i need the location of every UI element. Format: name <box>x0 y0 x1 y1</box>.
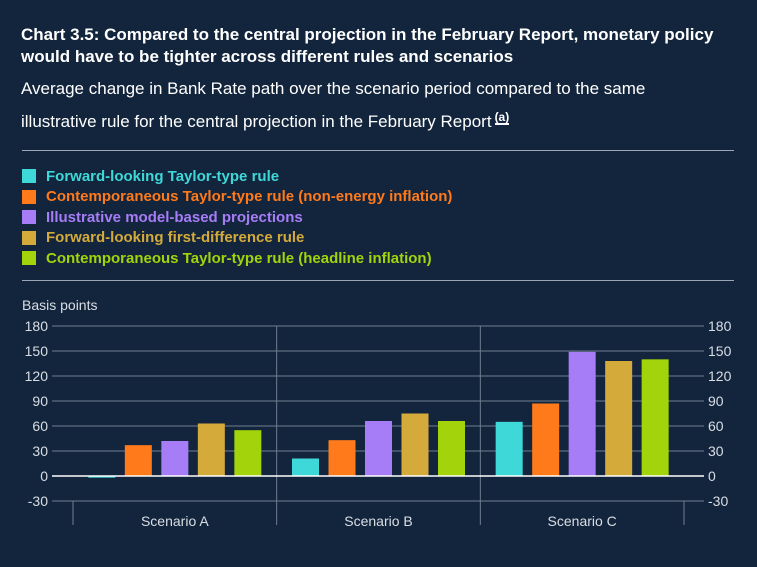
legend-item: Contemporaneous Taylor-type rule (headli… <box>22 248 452 269</box>
bar <box>495 421 523 476</box>
y-tick-label-right: 60 <box>708 418 724 434</box>
y-tick-label-right: 150 <box>708 343 732 359</box>
legend-label: Forward-looking first-difference rule <box>46 229 305 247</box>
legend-label: Contemporaneous Taylor-type rule (headli… <box>46 249 432 267</box>
y-tick-label-right: -30 <box>708 493 728 509</box>
bar <box>532 403 560 476</box>
chart-title: Chart 3.5: Compared to the central proje… <box>21 25 714 66</box>
legend-swatch <box>22 210 36 225</box>
bar <box>124 445 152 476</box>
footnote-marker[interactable]: (a) <box>494 110 510 125</box>
subtitle-text: Average change in Bank Rate path over th… <box>21 79 646 131</box>
y-tick-label-left: 180 <box>25 318 49 334</box>
y-tick-label-left: 150 <box>25 343 49 359</box>
bar <box>365 421 392 476</box>
legend-swatch <box>22 251 36 266</box>
y-tick-label-right: 180 <box>708 318 732 334</box>
legend-swatch <box>22 230 36 245</box>
y-tick-label-left: 90 <box>32 393 48 409</box>
bar <box>234 430 262 476</box>
y-tick-label-left: 60 <box>32 418 48 434</box>
legend-label: Forward-looking Taylor-type rule <box>46 167 280 185</box>
divider-top <box>22 150 734 151</box>
bar <box>161 441 189 476</box>
y-axis-label: Basis points <box>22 297 97 313</box>
category-label: Scenario B <box>344 513 412 529</box>
y-tick-label-right: 90 <box>708 393 724 409</box>
y-tick-label-left: -30 <box>28 493 48 509</box>
bar <box>401 413 429 476</box>
legend-swatch <box>22 169 36 184</box>
bar <box>605 361 633 476</box>
legend-item: Illustrative model-based projections <box>22 207 452 228</box>
legend-item: Contemporaneous Taylor-type rule (non-en… <box>22 187 452 208</box>
bar <box>641 359 669 476</box>
bar <box>88 476 116 478</box>
bar <box>197 423 225 476</box>
legend-item: Forward-looking first-difference rule <box>22 228 452 249</box>
category-label: Scenario A <box>141 513 209 529</box>
y-tick-label-left: 120 <box>25 368 49 384</box>
legend: Forward-looking Taylor-type rule Contemp… <box>22 166 452 269</box>
bar <box>438 421 465 476</box>
y-tick-label-left: 30 <box>32 443 48 459</box>
bar <box>568 351 596 476</box>
y-tick-label-right: 120 <box>708 368 732 384</box>
legend-item: Forward-looking Taylor-type rule <box>22 166 452 187</box>
legend-label: Contemporaneous Taylor-type rule (non-en… <box>46 188 453 206</box>
divider-bottom <box>22 280 734 281</box>
bar <box>292 458 319 476</box>
y-tick-label-right: 30 <box>708 443 724 459</box>
chart-subtitle: Average change in Bank Rate path over th… <box>21 72 721 138</box>
legend-swatch <box>22 189 36 204</box>
y-tick-label-right: 0 <box>708 468 716 484</box>
category-label: Scenario C <box>548 513 617 529</box>
legend-label: Illustrative model-based projections <box>46 208 303 226</box>
bar <box>328 440 356 476</box>
y-tick-label-left: 0 <box>40 468 48 484</box>
